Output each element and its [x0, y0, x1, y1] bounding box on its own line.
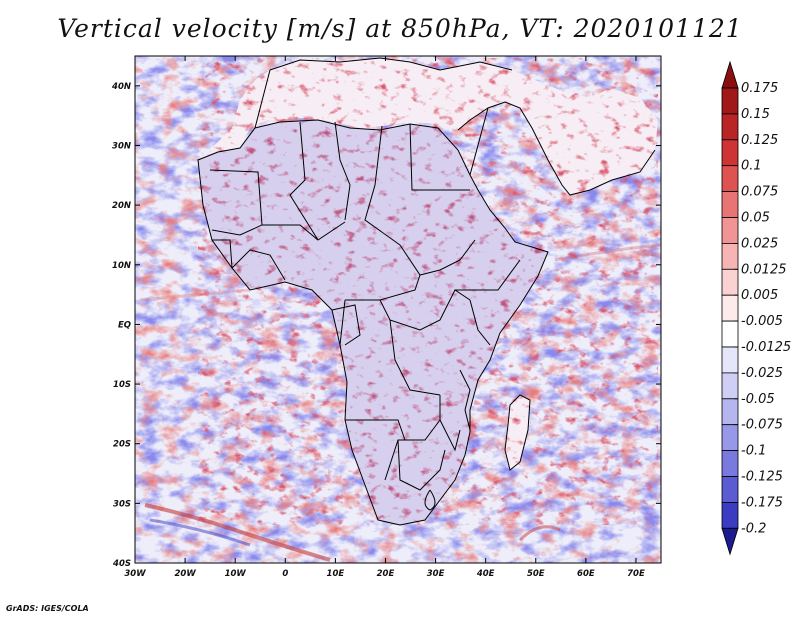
colorbar-label: 0.1 [741, 159, 762, 174]
colorbar-swatch [721, 424, 739, 452]
colorbar-label: 0.15 [741, 107, 770, 122]
colorbar-swatch [721, 501, 739, 529]
colorbar-swatch [721, 398, 739, 426]
colorbar-swatch [721, 191, 739, 218]
lon-tick-label: 50E [527, 569, 545, 579]
colorbar-label: 0.05 [741, 211, 770, 226]
colorbar-label: -0.025 [741, 366, 783, 381]
colorbar-label: -0.005 [741, 314, 783, 329]
lon-tick-label: 30W [124, 569, 146, 579]
lat-tick-label: 30N [112, 141, 131, 151]
plot-frame [134, 55, 662, 564]
colorbar-label: 0.005 [741, 288, 778, 303]
lat-tick-label: EQ [118, 320, 131, 330]
colorbar-swatch [721, 87, 739, 115]
colorbar-swatch [721, 476, 739, 503]
lat-tick-label: 30S [113, 499, 131, 509]
colorbar-label: -0.05 [741, 392, 775, 407]
colorbar-label: -0.175 [741, 495, 783, 510]
colorbar-label: 0.175 [741, 81, 778, 96]
lon-tick-label: 10W [225, 569, 247, 579]
colorbar-swatch [721, 320, 739, 348]
colorbar-label: -0.125 [741, 470, 783, 485]
colorbar-swatch [721, 139, 739, 167]
lon-tick-label: 20W [174, 569, 196, 579]
colorbar-swatch [721, 268, 739, 296]
colorbar-label: 0.0125 [741, 262, 787, 277]
colorbar-label: -0.075 [741, 418, 783, 433]
colorbar-label: -0.0125 [741, 340, 791, 355]
colorbar-swatch [721, 450, 739, 477]
lat-tick-label: 10N [112, 261, 131, 271]
colorbar-swatch [721, 113, 739, 141]
colorbar-bottom-arrow [721, 527, 739, 556]
colorbar-swatch [721, 217, 739, 244]
colorbar-top-arrow [721, 60, 739, 89]
lon-tick-label: 30E [427, 569, 445, 579]
lat-tick-label: 40N [111, 82, 131, 92]
colorbar-label: 0.075 [741, 185, 778, 200]
lon-tick-label: 0 [282, 569, 288, 579]
colorbar-label: -0.1 [741, 444, 766, 459]
country-borders [197, 57, 656, 526]
axis-labels: 30W 20W 10W 0 10E 20E 30E 40E 50E 60E 70E 40N 30N 20N… [111, 82, 645, 579]
lon-tick-label: 70E [627, 569, 645, 579]
grads-credit: GrADS: IGES/COLA [6, 604, 89, 613]
land-field [198, 58, 658, 525]
colorbar-swatch [721, 372, 739, 400]
lon-tick-label: 10E [327, 569, 345, 579]
colorbar-label: -0.2 [741, 521, 766, 536]
lat-tick-label: 20N [112, 201, 131, 211]
colorbar-swatch [721, 165, 739, 192]
lon-tick-label: 20E [377, 569, 395, 579]
ocean-features [139, 243, 661, 562]
axis-ticks [134, 56, 661, 564]
colorbar-label: 0.125 [741, 133, 778, 148]
colorbar-swatch [721, 346, 739, 374]
lat-tick-label: 40S [112, 559, 131, 569]
colorbar-label: 0.025 [741, 236, 778, 251]
chart-title: Vertical velocity [m/s] at 850hPa, VT: 2… [57, 14, 743, 43]
lon-tick-label: 60E [577, 569, 595, 579]
colorbar-swatch [721, 294, 739, 322]
lat-tick-label: 20S [113, 440, 131, 450]
lat-tick-label: 10S [113, 380, 131, 390]
lon-tick-label: 40E [476, 569, 495, 579]
colorbar-swatch [721, 242, 739, 270]
